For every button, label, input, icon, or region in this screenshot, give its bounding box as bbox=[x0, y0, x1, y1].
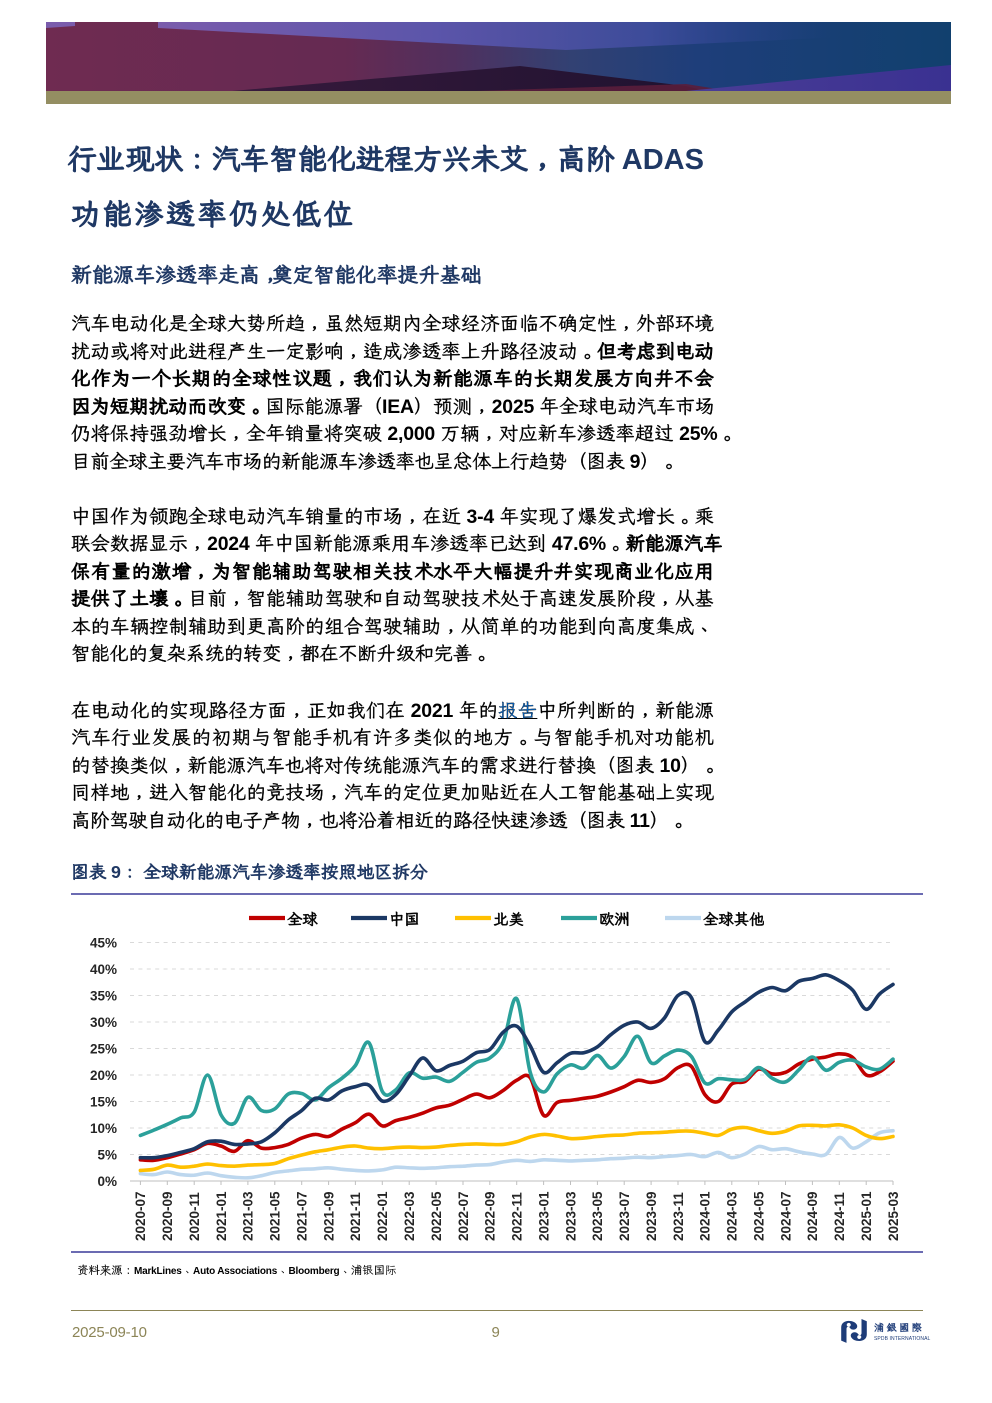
svg-text:2022-03: 2022-03 bbox=[402, 1191, 417, 1241]
svg-text:15%: 15% bbox=[90, 1094, 117, 1109]
svg-text:北美: 北美 bbox=[493, 910, 524, 930]
svg-text:35%: 35% bbox=[90, 988, 117, 1003]
svg-text:2023-03: 2023-03 bbox=[563, 1191, 578, 1241]
svg-text:10%: 10% bbox=[90, 1121, 117, 1136]
svg-text:2021-03: 2021-03 bbox=[241, 1191, 256, 1241]
svg-text:2024-11: 2024-11 bbox=[832, 1192, 847, 1241]
svg-text:40%: 40% bbox=[90, 962, 117, 977]
svg-text:浦銀國際: 浦銀國際 bbox=[874, 1321, 924, 1334]
svg-text:2021-07: 2021-07 bbox=[295, 1191, 310, 1241]
svg-text:2025-03: 2025-03 bbox=[886, 1191, 901, 1241]
svg-text:全球其他: 全球其他 bbox=[703, 910, 765, 930]
svg-text:2021-09: 2021-09 bbox=[321, 1191, 336, 1241]
svg-text:2020-07: 2020-07 bbox=[133, 1191, 148, 1241]
svg-text:25%: 25% bbox=[90, 1041, 117, 1056]
svg-text:2022-11: 2022-11 bbox=[510, 1192, 525, 1241]
svg-text:2024-05: 2024-05 bbox=[751, 1191, 766, 1241]
svg-text:2023-01: 2023-01 bbox=[536, 1191, 551, 1241]
svg-text:20%: 20% bbox=[90, 1068, 117, 1083]
svg-text:2021-11: 2021-11 bbox=[348, 1192, 363, 1241]
svg-text:2024-01: 2024-01 bbox=[698, 1191, 713, 1241]
svg-text:2022-01: 2022-01 bbox=[375, 1191, 390, 1241]
svg-text:2020-11: 2020-11 bbox=[187, 1192, 202, 1241]
svg-text:2025-01: 2025-01 bbox=[859, 1191, 874, 1241]
svg-text:2021-01: 2021-01 bbox=[214, 1191, 229, 1241]
svg-text:2024-03: 2024-03 bbox=[725, 1191, 740, 1241]
svg-text:2021-05: 2021-05 bbox=[268, 1191, 283, 1241]
svg-text:30%: 30% bbox=[90, 1015, 117, 1030]
svg-text:SPDB INTERNATIONAL: SPDB INTERNATIONAL bbox=[874, 1336, 931, 1342]
svg-text:2023-05: 2023-05 bbox=[590, 1191, 605, 1241]
svg-text:5%: 5% bbox=[97, 1147, 117, 1162]
svg-text:2023-11: 2023-11 bbox=[671, 1192, 686, 1241]
svg-text:2024-07: 2024-07 bbox=[778, 1191, 793, 1241]
svg-text:2023-07: 2023-07 bbox=[617, 1191, 632, 1241]
svg-text:2023-09: 2023-09 bbox=[644, 1191, 659, 1241]
svg-text:2022-07: 2022-07 bbox=[456, 1191, 471, 1241]
svg-text:全球: 全球 bbox=[287, 910, 318, 930]
svg-text:中国: 中国 bbox=[389, 910, 420, 930]
svg-text:0%: 0% bbox=[97, 1174, 117, 1189]
svg-text:2020-09: 2020-09 bbox=[160, 1191, 175, 1241]
svg-text:欧洲: 欧洲 bbox=[599, 910, 630, 930]
svg-text:2022-05: 2022-05 bbox=[429, 1191, 444, 1241]
svg-text:2022-09: 2022-09 bbox=[483, 1191, 498, 1241]
svg-text:2024-09: 2024-09 bbox=[805, 1191, 820, 1241]
svg-text:45%: 45% bbox=[90, 935, 117, 950]
